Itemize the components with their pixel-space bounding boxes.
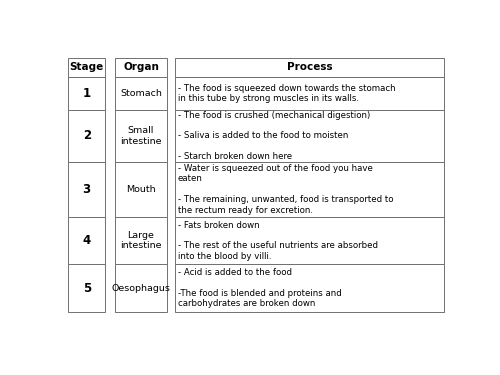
FancyBboxPatch shape [68,77,105,110]
FancyBboxPatch shape [175,110,444,162]
FancyBboxPatch shape [68,264,105,312]
Text: Stomach: Stomach [120,89,162,98]
Text: - Acid is added to the food

-The food is blended and proteins and
carbohydrates: - Acid is added to the food -The food is… [178,268,342,308]
Text: Oesophagus: Oesophagus [112,284,170,293]
FancyBboxPatch shape [175,264,444,312]
FancyBboxPatch shape [68,162,105,217]
Text: - Water is squeezed out of the food you have
eaten

- The remaining, unwanted, f: - Water is squeezed out of the food you … [178,164,394,214]
Text: Large
intestine: Large intestine [120,231,162,251]
Text: Organ: Organ [123,62,159,72]
FancyBboxPatch shape [175,58,444,77]
Text: Small
intestine: Small intestine [120,126,162,146]
FancyBboxPatch shape [68,217,105,264]
Text: - The food is crushed (mechanical digestion)

- Saliva is added to the food to m: - The food is crushed (mechanical digest… [178,111,370,161]
FancyBboxPatch shape [115,217,167,264]
FancyBboxPatch shape [175,77,444,110]
Text: 1: 1 [82,87,91,100]
Text: 3: 3 [82,183,91,196]
FancyBboxPatch shape [115,77,167,110]
Text: Mouth: Mouth [126,185,156,194]
FancyBboxPatch shape [115,162,167,217]
FancyBboxPatch shape [175,162,444,217]
Text: 2: 2 [82,129,91,142]
FancyBboxPatch shape [175,217,444,264]
Text: - Fats broken down

- The rest of the useful nutrients are absorbed
into the blo: - Fats broken down - The rest of the use… [178,220,378,261]
FancyBboxPatch shape [68,110,105,162]
Text: Stage: Stage [70,62,104,72]
FancyBboxPatch shape [68,58,105,77]
Text: - The food is squeezed down towards the stomach
in this tube by strong muscles i: - The food is squeezed down towards the … [178,84,396,103]
Text: 5: 5 [82,282,91,295]
FancyBboxPatch shape [115,110,167,162]
FancyBboxPatch shape [115,58,167,77]
Text: 4: 4 [82,234,91,247]
Text: Process: Process [286,62,333,72]
FancyBboxPatch shape [115,264,167,312]
